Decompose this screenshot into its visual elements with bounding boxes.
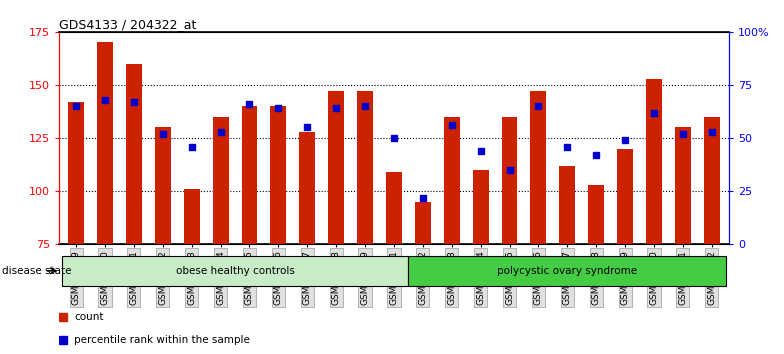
Text: count: count [74,312,104,322]
Bar [444,117,459,244]
Bar [473,170,488,244]
Text: polycystic ovary syndrome: polycystic ovary syndrome [497,266,637,276]
Bar [183,189,200,244]
Bar [241,106,257,244]
Text: percentile rank within the sample: percentile rank within the sample [74,335,250,345]
Bar [646,79,662,244]
Bar [502,117,517,244]
Bar [386,172,402,244]
Text: GDS4133 / 204322_at: GDS4133 / 204322_at [59,18,196,31]
Bar [358,91,373,244]
Bar [617,149,633,244]
Bar [155,127,171,244]
Bar [212,117,229,244]
Bar [299,132,315,244]
Bar [559,166,575,244]
Bar [704,117,720,244]
Bar [126,64,142,244]
Bar [588,185,604,244]
Bar [270,106,286,244]
Bar [97,42,113,244]
Bar [68,102,84,244]
Bar [531,91,546,244]
Text: disease state: disease state [2,266,71,276]
Text: obese healthy controls: obese healthy controls [176,266,295,276]
Bar [675,127,691,244]
Bar [408,256,726,286]
Bar [62,256,408,286]
Bar [415,202,430,244]
Bar [328,91,344,244]
